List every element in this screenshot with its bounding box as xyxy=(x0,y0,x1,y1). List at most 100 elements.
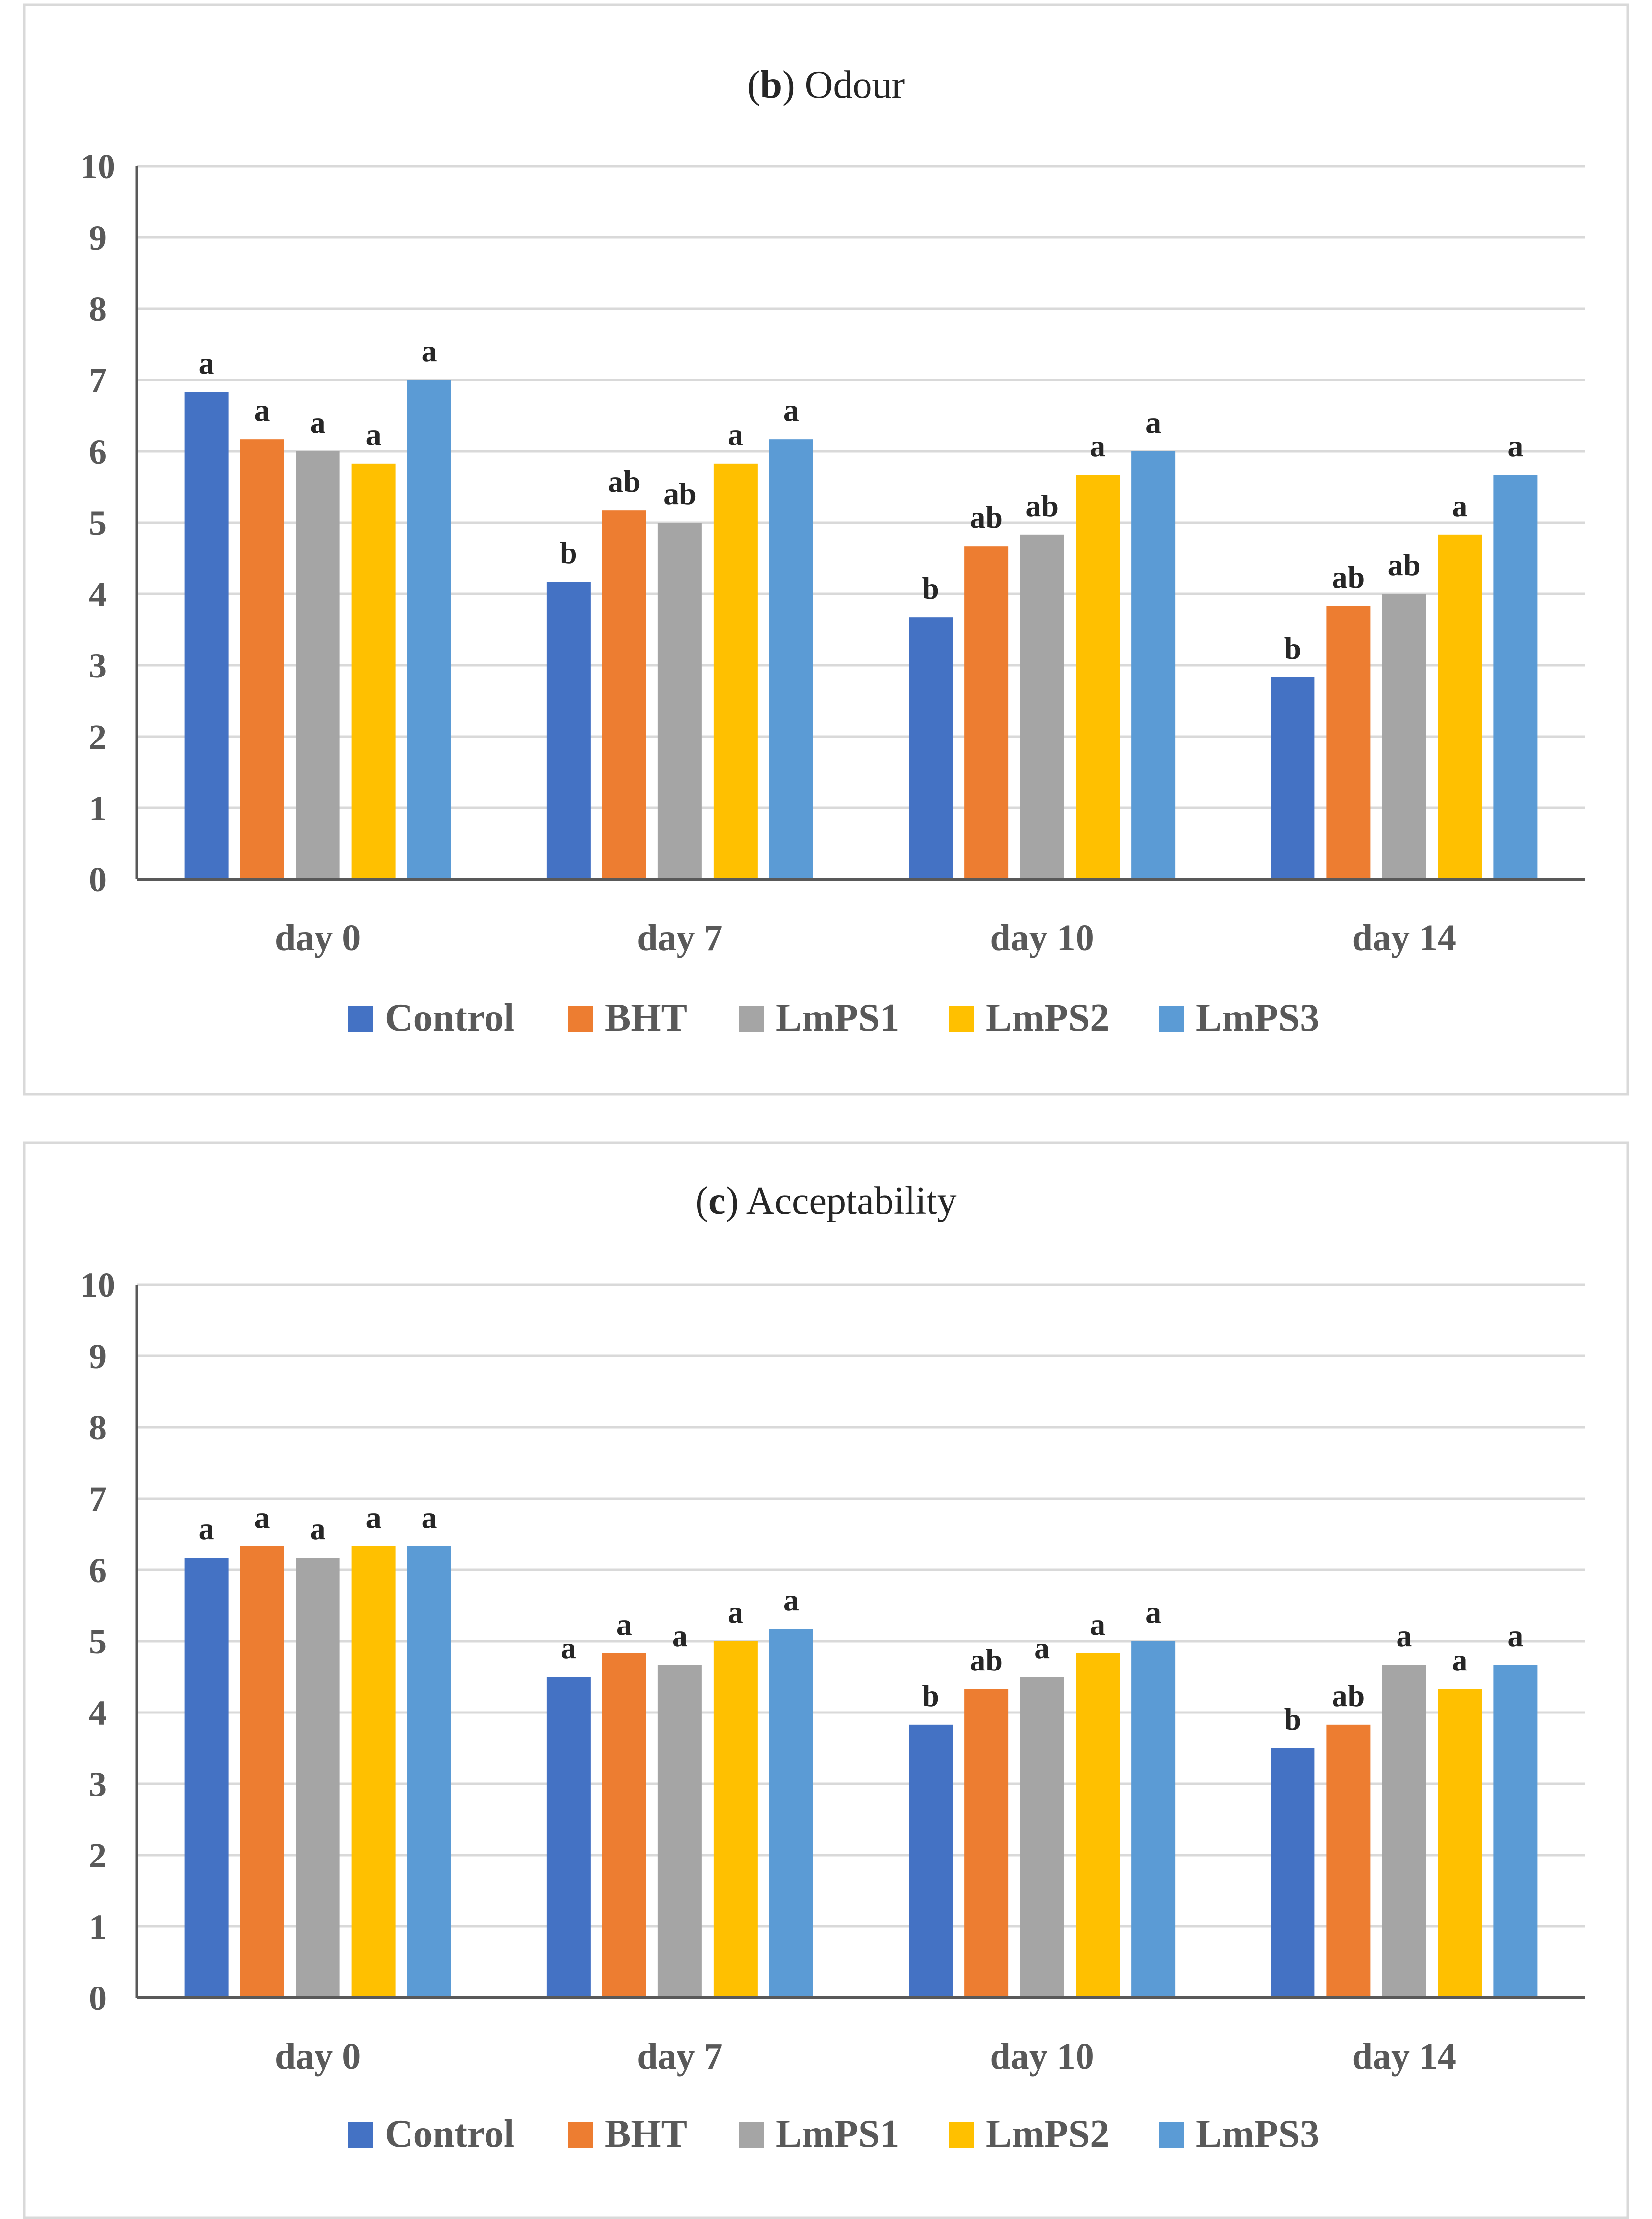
significance-label: a xyxy=(422,1500,437,1535)
significance-label: a xyxy=(1452,488,1467,523)
bar-lmps1-day-14 xyxy=(1382,1665,1426,1998)
bar-lmps3-day-14 xyxy=(1493,475,1538,879)
legend-label-lmps1: LmPS1 xyxy=(776,2113,899,2156)
legend-label-lmps3: LmPS3 xyxy=(1196,996,1319,1039)
y-tick-label: 7 xyxy=(89,361,106,400)
bar-control-day-0 xyxy=(184,392,229,879)
bar-lmps2-day-7 xyxy=(713,463,758,879)
bar-lmps3-day-7 xyxy=(769,1629,813,1998)
x-tick-label: day 14 xyxy=(1352,2036,1456,2077)
bar-control-day-0 xyxy=(184,1558,229,1998)
significance-label: ab xyxy=(1332,560,1365,594)
y-tick-label: 3 xyxy=(89,1765,106,1804)
x-tick-label: day 7 xyxy=(637,2036,722,2077)
significance-label: a xyxy=(199,346,214,380)
bar-lmps2-day-7 xyxy=(713,1641,758,1998)
x-tick-label: day 10 xyxy=(990,917,1094,958)
significance-label: a xyxy=(616,1607,632,1642)
bar-lmps2-day-10 xyxy=(1076,475,1120,879)
legend-label-control: Control xyxy=(385,996,514,1039)
significance-label: a xyxy=(422,334,437,368)
y-tick-label: 8 xyxy=(89,290,106,329)
y-tick-label: 5 xyxy=(89,1622,106,1661)
significance-label: b xyxy=(1284,631,1302,666)
significance-label: a xyxy=(1034,1630,1050,1665)
significance-label: a xyxy=(1145,1595,1161,1629)
significance-label: a xyxy=(728,1595,743,1629)
significance-label: a xyxy=(728,417,743,452)
legend-label-bht: BHT xyxy=(605,996,687,1039)
legend-label-lmps2: LmPS2 xyxy=(986,2113,1109,2156)
legend-label-lmps2: LmPS2 xyxy=(986,996,1109,1039)
bar-lmps2-day-0 xyxy=(351,463,396,879)
y-tick-label: 8 xyxy=(89,1408,106,1447)
bar-lmps3-day-0 xyxy=(407,1546,451,1998)
significance-label: a xyxy=(1090,1607,1105,1642)
bar-lmps1-day-7 xyxy=(657,523,702,879)
chart-frame xyxy=(23,1141,1629,2219)
bar-lmps1-day-0 xyxy=(296,1558,340,1998)
y-tick-label: 4 xyxy=(89,575,106,614)
legend-label-lmps1: LmPS1 xyxy=(776,996,899,1039)
y-tick-label: 1 xyxy=(89,789,106,828)
legend-swatch-control xyxy=(348,1006,373,1032)
legend-swatch-lmps1 xyxy=(739,1006,764,1032)
significance-label: a xyxy=(254,393,270,427)
significance-label: a xyxy=(310,1511,326,1546)
bar-lmps3-day-14 xyxy=(1493,1665,1538,1998)
legend-swatch-control xyxy=(348,2122,373,2148)
bar-control-day-14 xyxy=(1271,1748,1315,1998)
y-tick-label: 4 xyxy=(89,1693,106,1733)
chart-frame xyxy=(23,3,1629,1096)
significance-label: a xyxy=(1090,428,1105,463)
bar-lmps2-day-14 xyxy=(1438,534,1482,879)
bar-control-day-7 xyxy=(546,582,591,879)
bar-lmps3-day-7 xyxy=(769,439,813,879)
significance-label: a xyxy=(199,1511,214,1546)
y-tick-label: 9 xyxy=(89,1337,106,1376)
y-tick-label: 3 xyxy=(89,646,106,685)
significance-label: a xyxy=(1452,1643,1467,1677)
bar-lmps1-day-14 xyxy=(1382,594,1426,879)
bar-lmps1-day-7 xyxy=(657,1665,702,1998)
legend-swatch-lmps3 xyxy=(1159,2122,1184,2148)
y-tick-label: 10 xyxy=(80,147,115,186)
bar-bht-day-7 xyxy=(602,1653,646,1998)
y-tick-label: 6 xyxy=(89,1551,106,1590)
significance-label: b xyxy=(1284,1702,1302,1736)
bar-bht-day-10 xyxy=(964,546,1009,879)
significance-label: ab xyxy=(1388,548,1421,582)
bar-lmps2-day-0 xyxy=(351,1546,396,1998)
bar-lmps1-day-0 xyxy=(296,451,340,879)
significance-label: a xyxy=(366,417,381,452)
bar-bht-day-14 xyxy=(1326,1724,1371,1998)
significance-label: ab xyxy=(608,464,641,499)
significance-label: a xyxy=(784,1583,799,1617)
legend-swatch-bht xyxy=(568,1006,593,1032)
significance-label: a xyxy=(254,1500,270,1535)
y-tick-label: 9 xyxy=(89,218,106,257)
legend-label-bht: BHT xyxy=(605,2113,687,2156)
significance-label: ab xyxy=(970,1643,1003,1677)
significance-label: ab xyxy=(1332,1678,1365,1713)
x-tick-label: day 0 xyxy=(275,917,360,958)
legend-swatch-lmps1 xyxy=(739,2122,764,2148)
significance-label: ab xyxy=(970,500,1003,534)
bar-lmps2-day-10 xyxy=(1076,1653,1120,1998)
significance-label: ab xyxy=(1025,488,1059,523)
significance-label: a xyxy=(784,393,799,427)
bar-bht-day-0 xyxy=(240,1546,284,1998)
y-tick-label: 2 xyxy=(89,718,106,757)
bar-lmps1-day-10 xyxy=(1020,534,1064,879)
chart-title: (b) Odour xyxy=(747,63,905,106)
bar-control-day-10 xyxy=(909,617,953,879)
legend-swatch-lmps3 xyxy=(1159,1006,1184,1032)
bar-lmps3-day-0 xyxy=(407,380,451,879)
x-tick-label: day 0 xyxy=(275,2036,360,2077)
y-tick-label: 10 xyxy=(80,1266,115,1305)
y-tick-label: 5 xyxy=(89,504,106,543)
legend-label-control: Control xyxy=(385,2113,514,2156)
x-tick-label: day 14 xyxy=(1352,917,1456,958)
